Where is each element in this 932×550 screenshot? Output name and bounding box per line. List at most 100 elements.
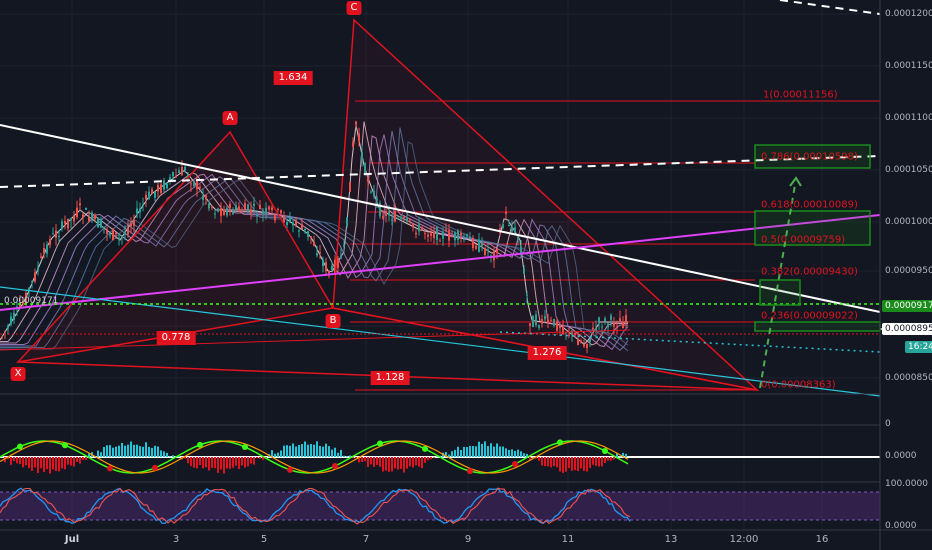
time-tick: 9 <box>464 534 472 545</box>
histogram-bar <box>247 457 249 467</box>
candle-body <box>391 219 393 221</box>
histogram-bar <box>472 446 474 457</box>
histogram-bar <box>130 441 132 457</box>
signal-dot <box>62 442 68 449</box>
signal-dot <box>107 465 113 472</box>
histogram-bar <box>280 450 282 457</box>
candle-body <box>304 228 306 231</box>
histogram-bar <box>556 457 558 468</box>
candle-body <box>7 325 9 329</box>
histogram-bar <box>133 444 135 457</box>
histogram-bar <box>508 449 510 457</box>
histogram-bar <box>589 457 591 469</box>
histogram-bar <box>616 453 618 457</box>
candle-body <box>175 175 177 178</box>
signal-dot <box>197 441 203 448</box>
histogram-bar <box>391 457 393 472</box>
histogram-bar <box>100 452 102 457</box>
histogram-bar <box>601 457 603 467</box>
histogram-bar <box>79 457 81 464</box>
candle-body <box>478 239 480 253</box>
histogram-bar <box>490 443 492 457</box>
histogram-bar <box>238 457 240 469</box>
candle-body <box>28 288 30 292</box>
candle-body <box>286 222 288 226</box>
histogram-bar <box>388 457 390 472</box>
candle-body <box>619 318 621 323</box>
candle-body <box>541 319 543 324</box>
candle-body <box>430 233 432 236</box>
countdown-badge: 16:24 <box>905 341 932 353</box>
candle-body <box>343 244 345 247</box>
candle-body <box>220 208 222 216</box>
candle-body <box>292 222 294 226</box>
fib-label: 0.786(0.00010598) <box>761 151 858 163</box>
histogram-bar <box>73 457 75 467</box>
trend-drawings <box>0 0 900 397</box>
candle-body <box>244 203 246 210</box>
histogram-bar <box>496 443 498 457</box>
candle-body <box>394 211 396 222</box>
osc2-d-line <box>0 487 631 525</box>
histogram-bar <box>40 457 42 469</box>
histogram-bar <box>286 445 288 457</box>
point-a-label: A <box>222 111 238 125</box>
signal-dot <box>332 463 338 470</box>
candle-body <box>373 191 375 197</box>
histogram-bar <box>373 457 375 467</box>
histogram-bar <box>553 457 555 467</box>
histogram-bar <box>232 457 234 468</box>
histogram-bar <box>289 445 291 457</box>
candle-body <box>226 207 228 216</box>
candle-body <box>472 237 474 249</box>
histogram-bar <box>64 457 66 470</box>
histogram-bar <box>7 457 9 460</box>
candle-body <box>127 227 129 235</box>
current-price-badge: 0.00008952 <box>882 323 932 335</box>
histogram-bar <box>4 457 6 463</box>
candle-body <box>463 239 465 241</box>
histogram-bar <box>145 442 147 457</box>
histogram-bar <box>460 450 462 457</box>
histogram-bar <box>376 457 378 466</box>
histogram-bar <box>445 452 447 457</box>
histogram-bar <box>325 443 327 457</box>
histogram-bar <box>139 446 141 457</box>
histogram-bar <box>19 457 21 465</box>
white-dashed-line <box>779 0 881 15</box>
candle-body <box>433 231 435 239</box>
candle-body <box>61 221 63 229</box>
histogram-bar <box>31 457 33 471</box>
signal-dot <box>377 440 383 447</box>
histogram-bar <box>283 445 285 457</box>
histogram-bar <box>61 457 63 469</box>
candle-body <box>358 133 360 141</box>
candle-body <box>211 206 213 208</box>
histogram-bar <box>370 457 372 465</box>
histogram-bar <box>136 444 138 457</box>
candle-body <box>157 184 159 192</box>
candle-body <box>37 267 39 271</box>
time-tick: 12:00 <box>729 534 759 545</box>
histogram-bar <box>244 457 246 468</box>
candle-body <box>592 327 594 330</box>
histogram-bar <box>43 457 45 473</box>
candle-body <box>622 321 624 328</box>
histogram-bar <box>400 457 402 469</box>
histogram-bar <box>193 457 195 468</box>
candle-body <box>388 211 390 216</box>
candle-body <box>535 314 537 326</box>
candle-body <box>325 262 327 272</box>
projection-arrow-line <box>759 184 796 389</box>
histogram-bar <box>484 441 486 457</box>
candle-body <box>571 330 573 335</box>
histogram-bar <box>292 443 294 457</box>
signal-dot <box>467 468 473 475</box>
candle-body <box>163 180 165 190</box>
histogram-bar <box>418 457 420 467</box>
histogram-bar <box>364 457 366 462</box>
candle-body <box>232 211 234 215</box>
target-box <box>754 321 881 332</box>
histogram-bar <box>118 445 120 457</box>
